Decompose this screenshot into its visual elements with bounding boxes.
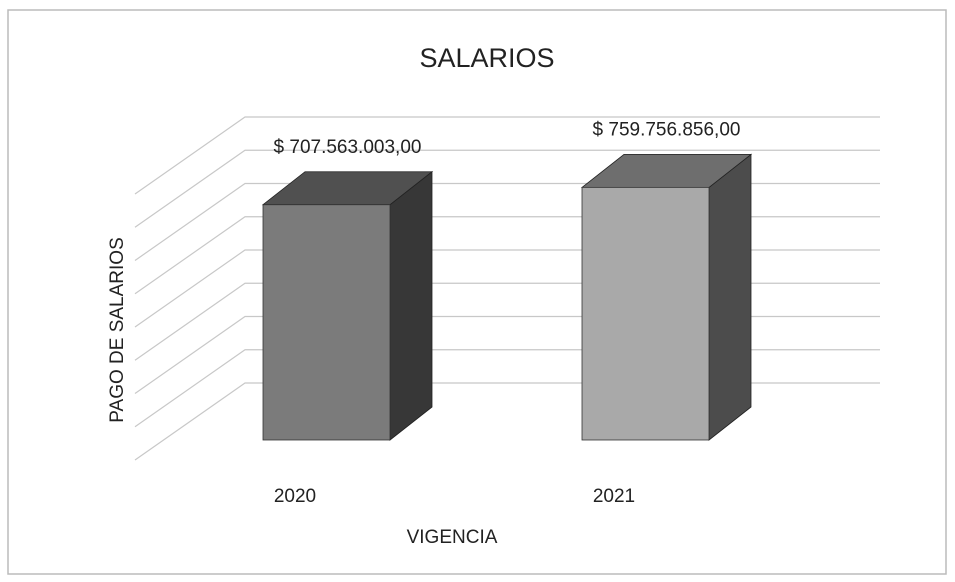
x-axis-label: VIGENCIA (407, 527, 498, 548)
bar (580, 153, 753, 441)
grid-line (134, 116, 880, 195)
data-label: $ 707.563.003,00 (274, 137, 422, 158)
bar-side (389, 170, 433, 441)
chart-frame (7, 9, 947, 575)
bar-front (262, 204, 391, 441)
y-axis-label: PAGO DE SALARIOS (107, 237, 128, 422)
bar (261, 170, 434, 441)
bar-front (581, 186, 710, 441)
chart-title: SALARIOS (419, 43, 554, 73)
bar-side (708, 153, 752, 441)
data-label: $ 759.756.856,00 (593, 119, 741, 140)
x-tick-label: 2020 (274, 486, 316, 507)
x-tick-label: 2021 (593, 486, 635, 507)
grid-line (134, 149, 880, 228)
